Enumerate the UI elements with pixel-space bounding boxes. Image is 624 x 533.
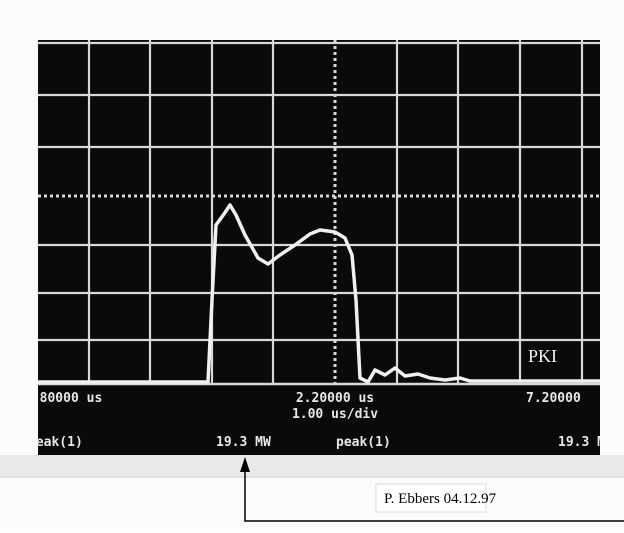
- band: [0, 455, 624, 477]
- annotation: P. Ebbers 04.12.97: [384, 491, 497, 507]
- scope-screen: [38, 40, 600, 455]
- waveform-trace: [38, 203, 600, 384]
- graticule: [38, 40, 600, 386]
- arrowhead: [240, 457, 250, 472]
- right-time: 7.20000: [526, 391, 581, 406]
- left-time: 2.80000 us: [24, 391, 102, 406]
- readout-value: 19.3 MW: [216, 435, 271, 450]
- pointer-line: [244, 470, 624, 522]
- readout-name: peak(1): [28, 435, 83, 450]
- timebase: 1.00 us/div: [292, 407, 378, 422]
- center-time: 2.20000 us: [296, 391, 374, 406]
- readout-name: peak(1): [336, 435, 391, 450]
- readout-value: 19.3 MW: [558, 435, 613, 450]
- note-box: [375, 483, 487, 513]
- scope-label: PKI: [528, 346, 557, 366]
